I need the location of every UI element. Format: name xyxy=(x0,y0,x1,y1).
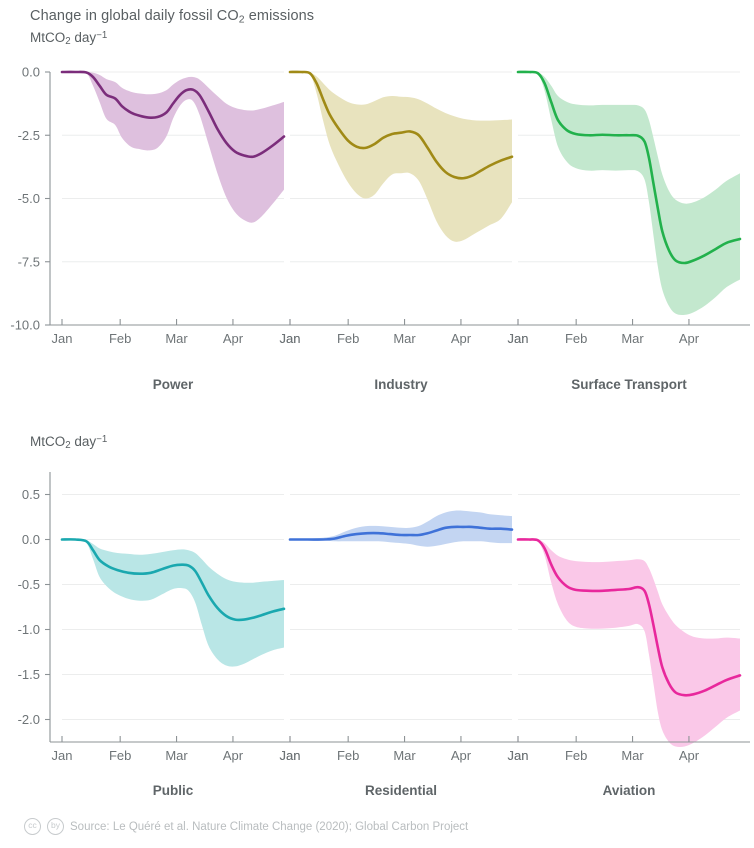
mean-line xyxy=(60,538,286,622)
mean-line xyxy=(516,538,742,697)
mean-line xyxy=(516,70,742,265)
panel-title-power: Power xyxy=(152,377,194,392)
x-tick-label: Jan xyxy=(508,748,529,763)
y-tick-label: -1.5 xyxy=(18,667,40,682)
y-tick-label: -0.5 xyxy=(18,577,40,592)
x-tick-label: Jan xyxy=(52,331,73,346)
x-tick-label: Jan xyxy=(280,748,301,763)
x-tick-label: Feb xyxy=(565,331,587,346)
x-tick-label: Mar xyxy=(393,331,416,346)
uncertainty-band xyxy=(518,71,740,315)
x-tick-label: Feb xyxy=(565,748,587,763)
x-tick-label: Feb xyxy=(337,748,359,763)
x-tick-label: Apr xyxy=(223,748,244,763)
panel-title-surface-transport: Surface Transport xyxy=(571,377,687,392)
x-tick-label: Jan xyxy=(280,331,301,346)
y-tick-label: 0.0 xyxy=(22,532,40,547)
y-tick-label: -7.5 xyxy=(18,254,40,269)
x-tick-label: Mar xyxy=(393,748,416,763)
x-tick-label: Jan xyxy=(508,331,529,346)
panel-power: 0.0 -2.5 -5.0 -7.5 -10.0 Jan Feb Mar Apr Jan xyxy=(10,65,300,347)
panel-residential: Jan Feb Mar Apr Jan xyxy=(280,494,529,763)
x-tick-label: Mar xyxy=(621,748,644,763)
cc-by-icon: by xyxy=(47,818,64,835)
x-tick-label: Mar xyxy=(165,748,188,763)
x-tick-label: Jan xyxy=(52,748,73,763)
y-tick-label: -5.0 xyxy=(18,191,40,206)
x-tick-label: Feb xyxy=(109,331,131,346)
y-tick-label: 0.0 xyxy=(22,65,40,80)
mean-line xyxy=(288,525,514,541)
uncertainty-band xyxy=(290,71,512,242)
y-tick-label: -10.0 xyxy=(10,318,40,333)
y-tick-label: 0.5 xyxy=(22,487,40,502)
x-tick-label: Mar xyxy=(621,331,644,346)
source-text: Source: Le Quéré et al. Nature Climate C… xyxy=(70,820,469,833)
mean-line xyxy=(288,70,514,180)
x-tick-label: Apr xyxy=(679,331,700,346)
x-tick-label: Feb xyxy=(337,331,359,346)
x-tick-label: Jan xyxy=(508,331,529,346)
uncertainty-band xyxy=(290,510,512,547)
y-axis-unit-bottom: MtCO2 day−1 xyxy=(30,434,108,452)
uncertainty-band xyxy=(62,71,284,223)
uncertainty-band xyxy=(518,539,740,748)
x-tick-label: Apr xyxy=(679,748,700,763)
x-tick-label: Apr xyxy=(451,748,472,763)
x-tick-label: Jan xyxy=(508,748,529,763)
panel-public: 0.5 0.0 -0.5 -1.0 -1.5 -2.0 Jan Feb Mar Apr Jan xyxy=(18,472,301,763)
page-title: Change in global daily fossil CO2 emissi… xyxy=(30,8,315,26)
x-tick-label: Apr xyxy=(223,331,244,346)
footer: cc by Source: Le Quéré et al. Nature Cli… xyxy=(24,818,468,835)
x-tick-label: Jan xyxy=(280,748,301,763)
panel-surface-transport: Jan Feb Mar Apr xyxy=(508,70,750,346)
mean-line xyxy=(60,70,286,159)
y-tick-label: -2.5 xyxy=(18,128,40,143)
x-tick-label: Feb xyxy=(109,748,131,763)
x-tick-label: Apr xyxy=(451,331,472,346)
x-tick-label: Mar xyxy=(165,331,188,346)
y-tick-label: -1.0 xyxy=(18,622,40,637)
panel-title-residential: Residential xyxy=(364,783,438,798)
panel-title-industry: Industry xyxy=(374,377,428,392)
panel-aviation: Jan Feb Mar Apr xyxy=(508,494,750,763)
panel-title-public: Public xyxy=(152,783,194,798)
x-tick-label: Jan xyxy=(280,331,301,346)
panel-industry: Jan Feb Mar Apr Jan xyxy=(280,70,529,346)
creative-commons-icon: cc xyxy=(24,818,41,835)
panel-title-aviation: Aviation xyxy=(602,783,656,798)
y-axis-unit-top: MtCO2 day−1 xyxy=(30,30,108,48)
y-tick-label: -2.0 xyxy=(18,712,40,727)
uncertainty-band xyxy=(62,539,284,667)
